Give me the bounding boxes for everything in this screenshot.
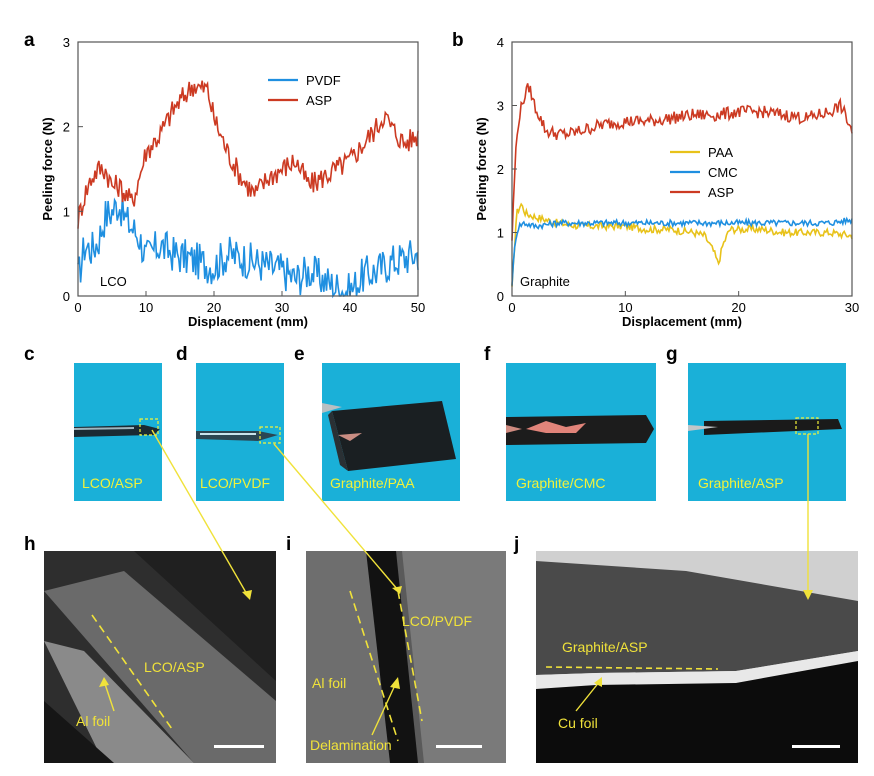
photo-lco-asp-sample [74, 418, 160, 437]
photo-label-lco-asp: LCO/ASP [82, 475, 143, 491]
x-tick-label: 10 [139, 300, 153, 315]
x-tick-label: 50 [411, 300, 425, 315]
y-tick-label: 0 [497, 289, 504, 304]
y-tick-label: 2 [497, 162, 504, 177]
photo-lco-pvdf-sample [196, 426, 281, 444]
sem-label-graphite-asp: Graphite/ASP [562, 639, 648, 655]
y-tick-label: 1 [497, 226, 504, 241]
x-tick-label: 20 [731, 300, 745, 315]
x-tick-label: 40 [343, 300, 357, 315]
photo-label-graphite-paa: Graphite/PAA [330, 475, 415, 491]
y-axis-label: Peeling force (N) [40, 117, 55, 220]
y-tick-label: 4 [497, 35, 504, 50]
x-tick-label: 30 [845, 300, 859, 315]
sem-label-lco-asp: LCO/ASP [144, 659, 205, 675]
chart-a: 0 10 20 30 40 50 0 1 2 3 Displacement (mm) Peeling … [40, 35, 425, 329]
sem-label-al-foil-i: Al foil [312, 675, 347, 691]
legend-label-asp: ASP [306, 93, 332, 108]
y-tick-label: 1 [63, 204, 70, 219]
y-tick-label: 3 [63, 35, 70, 50]
plot-frame [77, 41, 419, 297]
series-line-pvdf [77, 192, 419, 299]
panel-letter-i: i [286, 534, 292, 555]
legend-label-asp: ASP [708, 185, 734, 200]
sem-label-al-foil-h: Al foil [76, 713, 111, 729]
legend-label-cmc: CMC [708, 165, 738, 180]
x-tick-label: 0 [508, 300, 515, 315]
panel-letter-h: h [24, 534, 36, 555]
x-axis-label: Displacement (mm) [188, 314, 308, 329]
panel-letter-e: e [294, 344, 305, 365]
x-tick-label: 10 [618, 300, 632, 315]
series-line-cmc [511, 216, 853, 286]
panel-letter-a: a [24, 30, 35, 51]
y-axis-label: Peeling force (N) [474, 117, 489, 220]
photo-graphite-asp-sample [688, 417, 842, 435]
photo-graphite-paa: Graphite/PAA [322, 363, 460, 501]
series-line-asp [511, 83, 853, 241]
photo-graphite-paa-sample [322, 401, 456, 471]
arrow-d-to-i [273, 443, 399, 591]
x-tick-label: 0 [74, 300, 81, 315]
series-line-asp [77, 80, 419, 229]
panel-letter-c: c [24, 344, 35, 365]
photo-graphite-cmc: Graphite/CMC [506, 363, 656, 501]
legend-label-pvdf: PVDF [306, 73, 341, 88]
photo-label-graphite-asp: Graphite/ASP [698, 475, 784, 491]
legend-label-paa: PAA [708, 145, 733, 160]
sem-lco-pvdf-image [306, 551, 506, 763]
y-tick-label: 2 [63, 120, 70, 135]
sem-label-cu-foil: Cu foil [558, 715, 598, 731]
x-tick-label: 20 [207, 300, 221, 315]
chart-annotation: LCO [100, 274, 127, 289]
series-line-paa [511, 202, 853, 287]
x-axis-label: Displacement (mm) [622, 314, 742, 329]
y-tick-label: 3 [497, 99, 504, 114]
y-tick-label: 0 [63, 289, 70, 304]
sem-label-lco-pvdf: LCO/PVDF [402, 613, 473, 629]
sem-lco-pvdf: LCO/PVDF Al foil Delamination [306, 551, 506, 763]
sem-label-delamination: Delamination [310, 737, 392, 753]
arrow-c-to-h [151, 429, 249, 597]
sem-graphite-asp: Graphite/ASP Cu foil [536, 551, 858, 763]
panel-letter-f: f [484, 344, 491, 365]
sem-lco-asp-image [44, 551, 276, 763]
chart-annotation: Graphite [520, 274, 570, 289]
photo-graphite-asp: Graphite/ASP [688, 363, 846, 501]
chart-b: 0 10 20 30 0 1 2 3 4 Displacement (mm) Peeling for… [474, 35, 859, 329]
photo-label-graphite-cmc: Graphite/CMC [516, 475, 606, 491]
sem-lco-asp: LCO/ASP Al foil [44, 551, 276, 763]
photo-lco-asp: LCO/ASP [74, 363, 162, 501]
photo-lco-pvdf: LCO/PVDF [196, 363, 284, 501]
photo-label-lco-pvdf: LCO/PVDF [200, 475, 271, 491]
sem-graphite-asp-image [536, 551, 858, 763]
panel-letter-j: j [514, 534, 520, 555]
panel-letter-b: b [452, 30, 464, 51]
panel-letter-d: d [176, 344, 188, 365]
x-tick-label: 30 [275, 300, 289, 315]
panel-letter-g: g [666, 344, 678, 365]
photo-graphite-cmc-sample [506, 415, 654, 445]
